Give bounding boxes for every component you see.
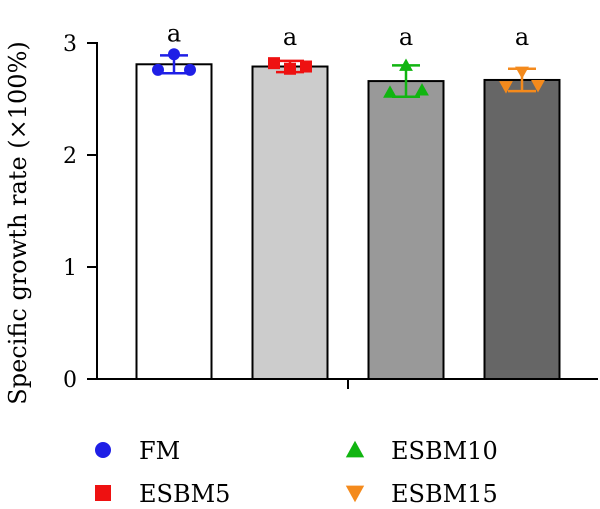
bars — [135, 63, 561, 381]
legend-label-fm: FM — [139, 437, 180, 465]
data-point-esbm5 — [284, 62, 296, 75]
data-point-fm — [152, 63, 164, 76]
legend-label-esbm5: ESBM5 — [139, 480, 230, 508]
significance-label: a — [167, 19, 181, 47]
legend-marker-esbm15 — [345, 485, 365, 503]
data-point-esbm10 — [383, 85, 397, 98]
data-points — [152, 48, 545, 98]
error-bars — [160, 54, 536, 99]
legend-marker-esbm10 — [345, 440, 365, 458]
legend-marker-esbm5 — [95, 485, 111, 501]
legend-label-esbm15: ESBM15 — [391, 480, 498, 508]
data-point-esbm5 — [300, 60, 312, 73]
bar-esbm5 — [251, 65, 329, 381]
data-point-esbm10 — [415, 83, 429, 96]
significance-label: a — [515, 23, 529, 51]
bar-fm — [135, 63, 213, 380]
legend: FM ESBM5 ESBM10 ESBM15 — [95, 437, 498, 508]
data-point-esbm15 — [531, 80, 545, 93]
y-tick-label: 1 — [63, 256, 77, 281]
y-ticks: 0 1 2 3 — [63, 32, 97, 393]
y-axis-title: Specific growth rate (×100%) — [4, 41, 32, 404]
y-tick-label: 0 — [63, 368, 77, 393]
data-point-fm — [184, 63, 196, 76]
data-point-esbm5 — [268, 57, 280, 70]
bar-esbm15 — [483, 78, 561, 381]
data-point-esbm15 — [499, 81, 513, 94]
bar-esbm10 — [367, 80, 445, 381]
y-tick-label: 3 — [63, 32, 77, 57]
data-point-esbm10 — [399, 58, 413, 71]
legend-marker-fm — [95, 442, 111, 458]
data-point-esbm15 — [515, 66, 529, 80]
significance-label: a — [283, 23, 297, 51]
data-point-fm — [168, 48, 180, 61]
significance-label: a — [399, 23, 413, 51]
legend-label-esbm10: ESBM10 — [391, 437, 498, 465]
y-tick-label: 2 — [63, 144, 77, 169]
